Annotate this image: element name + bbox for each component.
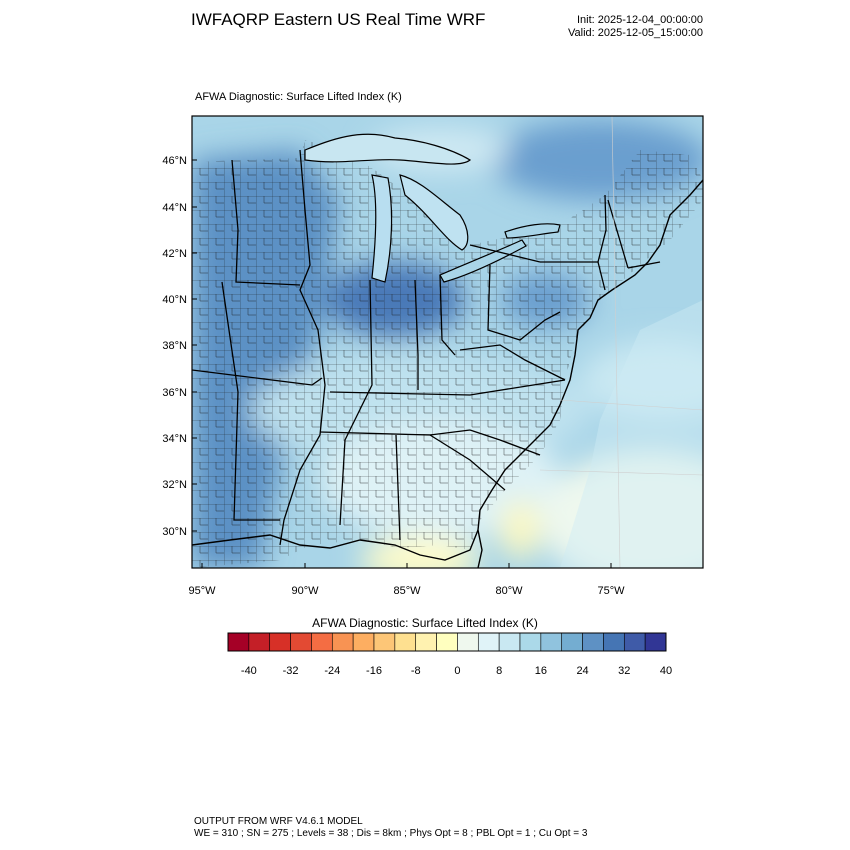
lat-label: 42°N (162, 248, 187, 260)
colorbar-tick-label: 32 (618, 665, 630, 677)
colorbar-swatch (457, 633, 478, 651)
lat-label: 46°N (162, 155, 187, 167)
colorbar-swatch (624, 633, 645, 651)
colorbar-swatch (291, 633, 312, 651)
colorbar-swatch (603, 633, 624, 651)
colorbar-tick-label: 24 (576, 665, 588, 677)
colorbar-tick-label: -32 (283, 665, 299, 677)
colorbar-tick-label: 8 (496, 665, 502, 677)
colorbar-swatch (520, 633, 541, 651)
footer-model-line: OUTPUT FROM WRF V4.6.1 MODEL (194, 816, 363, 827)
colorbar-swatch (437, 633, 458, 651)
lon-label: 85°W (393, 585, 421, 597)
lat-label: 44°N (162, 202, 187, 214)
lat-label: 34°N (162, 433, 187, 445)
colorbar-tick-label: -24 (324, 665, 340, 677)
footer-config-line: WE = 310 ; SN = 275 ; Levels = 38 ; Dis … (194, 828, 587, 839)
lon-label: 90°W (291, 585, 319, 597)
lat-label: 36°N (162, 387, 187, 399)
lat-label: 38°N (162, 340, 187, 352)
colorbar-swatch (499, 633, 520, 651)
colorbar: -40 -32 -24 -16 -8 0 8 16 24 32 40 (228, 633, 672, 677)
colorbar-tick-label: -16 (366, 665, 382, 677)
lat-label: 40°N (162, 294, 187, 306)
lon-label: 80°W (495, 585, 523, 597)
colorbar-swatch (541, 633, 562, 651)
colorbar-tick-label: 40 (660, 665, 672, 677)
colorbar-swatch (311, 633, 332, 651)
colorbar-swatch (374, 633, 395, 651)
colorbar-swatch (645, 633, 666, 651)
lat-label: 30°N (162, 526, 187, 538)
colorbar-tick-label: -8 (411, 665, 421, 677)
colorbar-swatch (270, 633, 291, 651)
colorbar-swatch (332, 633, 353, 651)
colorbar-swatch (249, 633, 270, 651)
colorbar-swatch (416, 633, 437, 651)
map-area (192, 116, 760, 590)
colorbar-swatch (583, 633, 604, 651)
colorbar-swatch (228, 633, 249, 651)
colorbar-swatch (562, 633, 583, 651)
colorbar-tick-label: 0 (454, 665, 460, 677)
colorbar-swatch (353, 633, 374, 651)
colorbar-tick-label: 16 (535, 665, 547, 677)
colorbar-swatch (478, 633, 499, 651)
colorbar-swatch (395, 633, 416, 651)
colorbar-title: AFWA Diagnostic: Surface Lifted Index (K… (0, 616, 850, 630)
colorbar-tick-label: -40 (241, 665, 257, 677)
lat-label: 32°N (162, 479, 187, 491)
lon-label: 75°W (597, 585, 625, 597)
lon-label: 95°W (188, 585, 216, 597)
